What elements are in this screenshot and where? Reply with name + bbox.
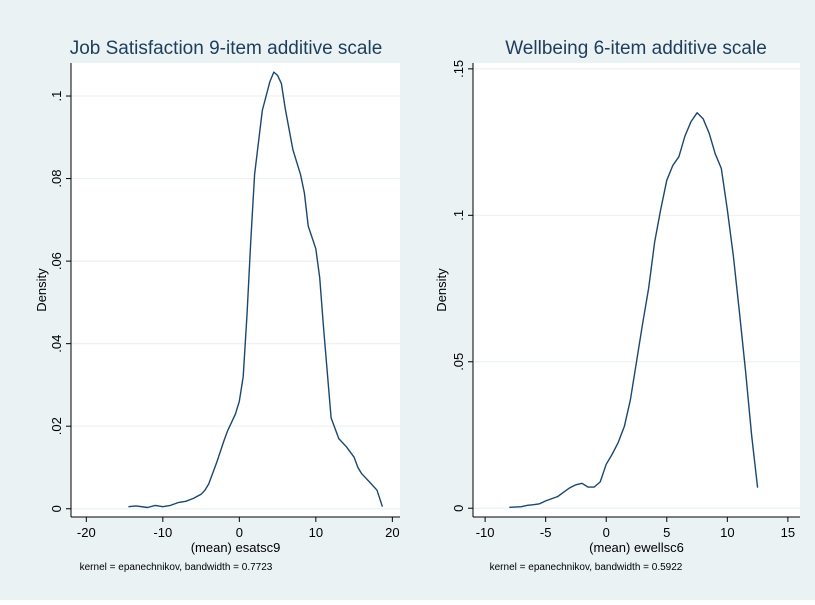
x-tick-label-2-4: 10 (720, 525, 734, 540)
x-tick-label-2-5: 15 (781, 525, 795, 540)
x-axis-label-2: (mean) ewellsc6 (589, 540, 684, 555)
x-axis-label-1: (mean) esatsc9 (191, 540, 281, 555)
y-tick-label-1-2: .04 (49, 335, 64, 353)
y-tick-label-2-2: .1 (451, 210, 466, 221)
chart-panel-1: 0 .02 .04 .06 .08 .1 -20 -10 0 10 20 Job Satisfacti… (34, 38, 400, 573)
chart-panel-2: 0 .05 .1 .15 -10 -5 0 5 10 15 Wellbeing 6-item add… (434, 38, 800, 573)
chart-title-2: Wellbeing 6-item additive scale (505, 38, 767, 59)
x-tick-label-1-0: -20 (77, 525, 96, 540)
density-line-2-0 (509, 112, 759, 508)
x-tick-label-1-1: -10 (153, 525, 172, 540)
x-tick-label-2-2: 0 (603, 525, 610, 540)
kernel-note-1: kernel = epanechnikov, bandwidth = 0.772… (80, 562, 273, 573)
x-tick-label-1-3: 10 (309, 525, 323, 540)
x-tick-label-1-4: 20 (385, 525, 399, 540)
x-tick-label-1-2: 0 (236, 525, 243, 540)
y-tick-label-1-0: 0 (49, 505, 64, 512)
kernel-note-2: kernel = epanechnikov, bandwidth = 0.592… (490, 562, 683, 573)
y-tick-label-2-0: 0 (451, 505, 466, 512)
y-axis-label-1: Density (34, 268, 49, 312)
chart-title-1: Job Satisfaction 9-item additive scale (70, 38, 383, 59)
x-tick-label-2-1: -5 (540, 525, 552, 540)
plot-area-1 (71, 63, 400, 517)
y-axis-label-2: Density (434, 268, 449, 312)
y-tick-label-1-4: .08 (49, 170, 64, 188)
y-tick-label-2-3: .15 (451, 60, 466, 78)
x-tick-label-2-0: -10 (476, 525, 495, 540)
y-tick-label-1-5: .1 (49, 91, 64, 102)
y-tick-label-1-1: .02 (49, 417, 64, 435)
x-tick-label-2-3: 5 (663, 525, 670, 540)
plot-area-2 (473, 63, 800, 517)
density-line-1-0 (128, 71, 384, 509)
y-tick-label-1-3: .06 (49, 252, 64, 270)
y-tick-label-2-1: .05 (451, 353, 466, 371)
